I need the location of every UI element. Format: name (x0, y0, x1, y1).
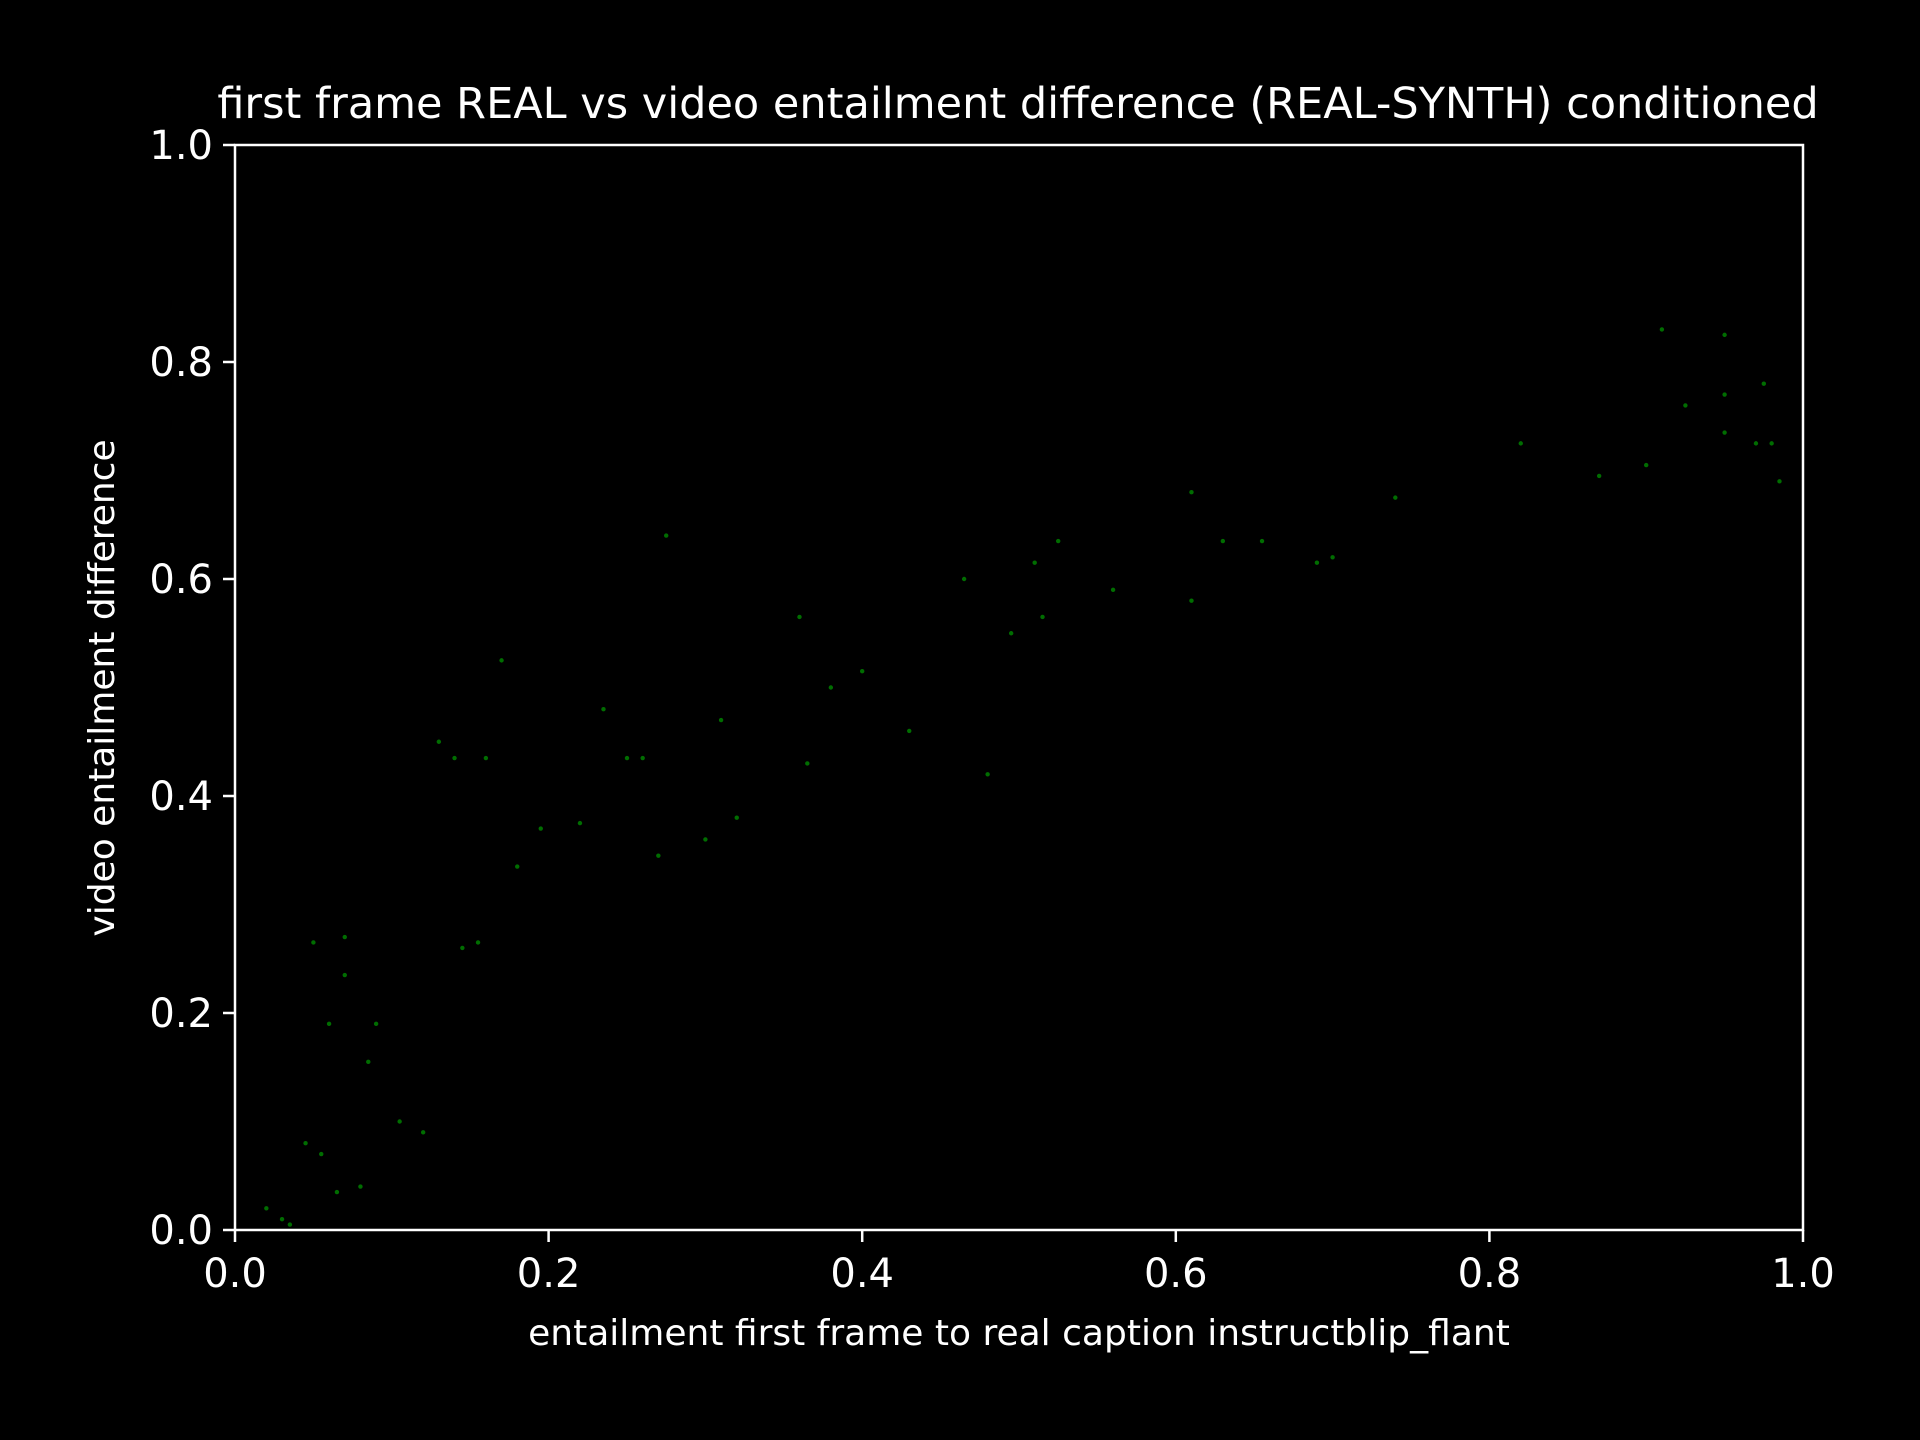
x-tick-label: 0.6 (1144, 1251, 1208, 1297)
scatter-point (1777, 479, 1782, 484)
scatter-point (1393, 495, 1398, 500)
scatter-point (436, 739, 442, 744)
scatter-point (264, 1206, 269, 1211)
scatter-point (1683, 403, 1688, 408)
scatter-point (828, 685, 834, 690)
scatter-point (805, 761, 810, 766)
y-axis-ticks: 0.0 0.2 0.4 0.6 0.8 1.0 (149, 123, 235, 1254)
scatter-point (1056, 538, 1061, 544)
scatter-point (601, 707, 606, 712)
scatter-point (961, 576, 967, 582)
x-axis-label: entailment first frame to real caption i… (528, 1313, 1510, 1354)
scatter-point (1761, 381, 1767, 386)
scatter-point (1722, 332, 1727, 338)
points-layer (264, 327, 1782, 1227)
scatter-point (1722, 430, 1727, 435)
scatter-point (303, 1141, 308, 1146)
scatter-point (342, 934, 347, 940)
scatter-point (334, 1189, 340, 1195)
scatter-point (358, 1184, 363, 1189)
scatter-point (985, 772, 990, 777)
scatter-point (287, 1222, 293, 1227)
scatter-point (860, 669, 865, 674)
scatter-point (1220, 538, 1226, 544)
y-tick-label: 0.0 (149, 1208, 213, 1254)
y-tick-label: 0.6 (149, 557, 213, 603)
scatter-point (734, 815, 739, 820)
y-tick-label: 0.4 (149, 774, 213, 820)
x-tick-label: 0.2 (517, 1251, 581, 1297)
y-tick-label: 0.8 (149, 340, 213, 386)
scatter-point (366, 1059, 371, 1065)
x-axis-ticks: 0.0 0.2 0.4 0.6 0.8 1.0 (203, 1230, 1835, 1297)
scatter-point (483, 755, 489, 761)
scatter-point (664, 533, 669, 538)
scatter-point (1008, 631, 1014, 636)
scatter-point (1753, 441, 1759, 446)
scatter-point (1032, 560, 1037, 565)
scatter-point (577, 820, 583, 826)
scatter-point (1259, 538, 1265, 544)
scatter-point (1644, 462, 1649, 468)
scatter-point (1518, 441, 1523, 446)
scatter-point (279, 1216, 285, 1222)
scatter-point (420, 1130, 426, 1135)
scatter-point (373, 1021, 379, 1027)
scatter-point (1189, 598, 1194, 603)
scatter-point (1189, 490, 1194, 495)
scatter-point (397, 1119, 402, 1124)
scatter-point (624, 755, 630, 761)
scatter-point (1110, 587, 1116, 593)
x-tick-label: 0.0 (203, 1251, 267, 1297)
scatter-point (326, 1021, 332, 1027)
scatter-point (1040, 614, 1045, 620)
scatter-point (311, 940, 316, 945)
scatter-point (1659, 327, 1665, 332)
scatter-point (460, 945, 465, 951)
scatter-point (718, 717, 724, 723)
scatter-point (1769, 441, 1774, 446)
scatter-point (538, 826, 543, 831)
scatter-point (1596, 473, 1602, 479)
scatter-point (342, 972, 347, 978)
y-tick-label: 1.0 (149, 123, 213, 169)
x-tick-label: 1.0 (1771, 1251, 1835, 1297)
scatter-point (656, 853, 661, 858)
scatter-point (475, 940, 481, 945)
scatter-point (452, 755, 457, 761)
y-axis-label: video entailment difference (82, 439, 123, 936)
scatter-point (319, 1151, 324, 1157)
y-tick-label: 0.2 (149, 991, 213, 1037)
scatter-point (1314, 560, 1320, 565)
scatter-point (1330, 555, 1335, 560)
scatter-point (499, 658, 504, 663)
x-tick-label: 0.8 (1458, 1251, 1522, 1297)
chart-title: first frame REAL vs video entailment dif… (217, 79, 1818, 129)
scatter-point (907, 728, 912, 734)
scatter-point (703, 837, 708, 842)
plot-area-frame (233, 143, 1805, 1232)
scatter-point (1722, 392, 1727, 397)
scatter-point (797, 614, 802, 620)
scatter-point (515, 864, 520, 869)
scatter-point (640, 755, 645, 761)
x-tick-label: 0.4 (830, 1251, 894, 1297)
